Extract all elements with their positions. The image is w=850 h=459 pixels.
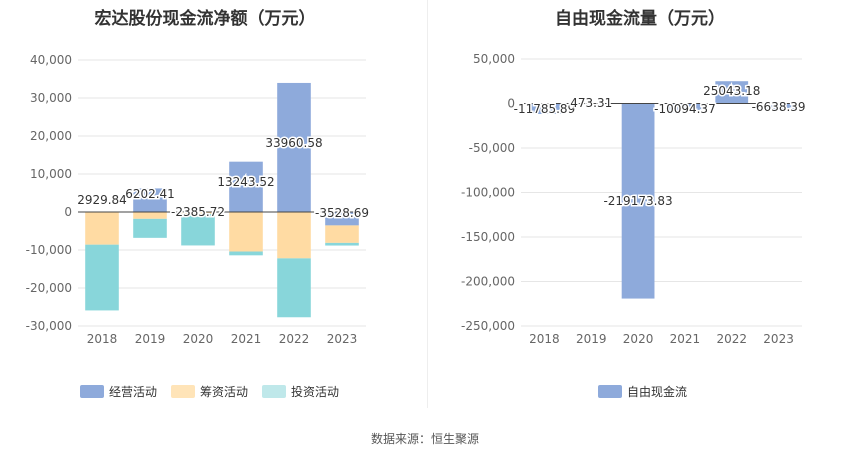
y-tick-label-0-2: 20,000 bbox=[30, 129, 72, 143]
x-tick-label-1-5: 2023 bbox=[763, 332, 794, 346]
legend-label-operating: 经营活动 bbox=[109, 385, 158, 399]
bar-free-cash-flow-2022 bbox=[715, 81, 749, 104]
bar-free-cash-flow-2018 bbox=[528, 103, 561, 114]
y-tick-label-1-0: 50,000 bbox=[473, 52, 515, 66]
bar-投资活动-2018 bbox=[85, 244, 119, 311]
legend-label-investing: 投资活动 bbox=[291, 385, 340, 399]
legend-swatch-investing bbox=[262, 385, 287, 398]
legend-swatch-financing bbox=[171, 385, 196, 398]
bar-筹资活动-2020 bbox=[181, 212, 215, 214]
bar-投资活动-2020 bbox=[181, 213, 215, 246]
bar-筹资活动-2022 bbox=[277, 212, 311, 259]
bar-筹资活动-2021 bbox=[229, 212, 263, 252]
y-tick-label-0-1: 30,000 bbox=[30, 91, 72, 105]
data-source-note: 数据来源：恒生聚源 bbox=[370, 432, 479, 446]
left-chart-title: 宏达股份现金流净额（万元） bbox=[94, 9, 316, 29]
y-tick-label-1-2: -50,000 bbox=[469, 141, 515, 155]
net-value-label-2021: 13243.52 bbox=[217, 175, 274, 189]
legend-label-free-cash-flow: 自由现金流 bbox=[627, 385, 688, 399]
bar-投资活动-2022 bbox=[277, 258, 311, 318]
legend-item-investing[interactable]: 投资活动 bbox=[262, 383, 339, 400]
x-tick-label-1-2: 2020 bbox=[623, 332, 654, 346]
value-label-2020: -219173.83 bbox=[603, 194, 672, 208]
y-tick-label-0-5: -10,000 bbox=[26, 243, 72, 257]
y-tick-label-0-3: 10,000 bbox=[30, 167, 72, 181]
net-value-label-2018: 2929.84 bbox=[77, 193, 127, 207]
value-label-2018: -11785.89 bbox=[514, 102, 576, 116]
y-tick-label-1-5: -200,000 bbox=[461, 275, 515, 289]
left-legend: 经营活动 筹资活动 投资活动 bbox=[80, 383, 347, 400]
right-chart-title: 自由现金流量（万元） bbox=[555, 9, 725, 29]
bar-投资活动-2019 bbox=[133, 218, 167, 238]
legend-label-financing: 筹资活动 bbox=[200, 385, 249, 399]
x-tick-label-0-5: 2023 bbox=[327, 332, 358, 346]
bar-经营活动-2021 bbox=[229, 161, 263, 212]
bar-经营活动-2019 bbox=[133, 188, 167, 212]
legend-swatch-operating bbox=[80, 385, 104, 398]
x-tick-label-0-4: 2022 bbox=[279, 332, 310, 346]
bar-经营活动-2022 bbox=[277, 82, 311, 212]
x-tick-label-1-4: 2022 bbox=[716, 332, 747, 346]
bar-投资活动-2023 bbox=[325, 242, 359, 246]
bar-投资活动-2021 bbox=[229, 251, 263, 256]
y-tick-label-1-4: -150,000 bbox=[461, 230, 515, 244]
y-tick-label-0-6: -20,000 bbox=[26, 281, 72, 295]
legend-swatch-free-cash-flow bbox=[598, 385, 622, 398]
legend-item-operating[interactable]: 经营活动 bbox=[80, 383, 157, 400]
bar-筹资活动-2019 bbox=[133, 212, 167, 219]
bar-筹资活动-2018 bbox=[85, 212, 119, 245]
bar-筹资活动-2023 bbox=[325, 225, 359, 243]
x-tick-label-0-3: 2021 bbox=[231, 332, 262, 346]
x-tick-label-1-1: 2019 bbox=[576, 332, 607, 346]
bar-free-cash-flow-2020 bbox=[621, 103, 655, 299]
x-tick-label-0-1: 2019 bbox=[135, 332, 166, 346]
x-tick-label-0-2: 2020 bbox=[183, 332, 214, 346]
bar-free-cash-flow-2023 bbox=[762, 103, 795, 110]
x-tick-label-1-3: 2021 bbox=[670, 332, 701, 346]
x-tick-label-0-0: 2018 bbox=[87, 332, 118, 346]
value-label-2023: -6638.39 bbox=[752, 100, 806, 114]
legend-item-financing[interactable]: 筹资活动 bbox=[171, 383, 248, 400]
value-label-2022: 25043.18 bbox=[703, 84, 760, 98]
net-value-label-2022: 33960.58 bbox=[265, 136, 322, 150]
y-tick-label-1-3: -100,000 bbox=[461, 186, 515, 200]
value-label-2021: -10094.37 bbox=[654, 102, 716, 116]
legend-item-free-cash-flow[interactable]: 自由现金流 bbox=[598, 383, 687, 400]
bar-free-cash-flow-2021 bbox=[668, 103, 702, 113]
y-tick-label-0-0: 40,000 bbox=[30, 53, 72, 67]
y-tick-label-1-1: 0 bbox=[507, 97, 515, 111]
y-tick-label-1-6: -250,000 bbox=[461, 319, 515, 333]
value-label-2019: 473.31 bbox=[570, 96, 612, 110]
panel-divider bbox=[427, 0, 428, 408]
net-value-label-2023: -3528.69 bbox=[315, 206, 369, 220]
x-tick-label-1-0: 2018 bbox=[529, 332, 560, 346]
right-legend: 自由现金流 bbox=[598, 383, 695, 400]
y-tick-label-0-7: -30,000 bbox=[26, 319, 72, 333]
y-tick-label-0-4: 0 bbox=[64, 205, 72, 219]
net-value-label-2020: -2385.72 bbox=[171, 205, 225, 219]
bar-经营活动-2023 bbox=[325, 212, 359, 226]
net-value-label-2019: 6202.41 bbox=[125, 187, 175, 201]
